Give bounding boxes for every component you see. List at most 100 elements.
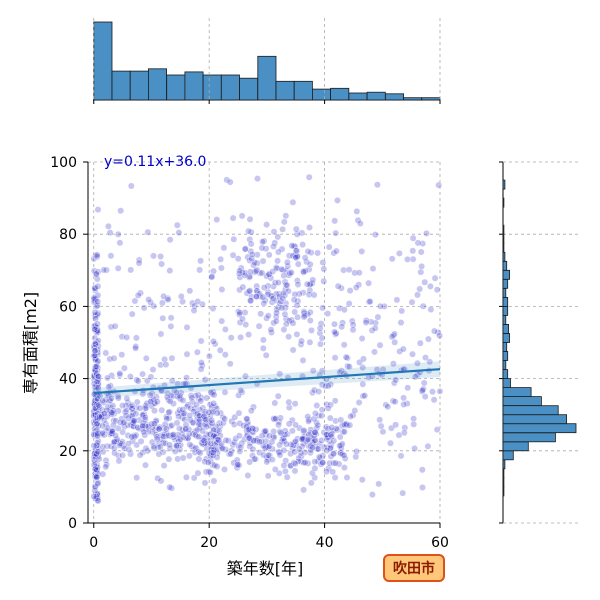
scatter-point [91, 465, 99, 473]
scatter-point [269, 268, 277, 275]
scatter-point [319, 452, 327, 459]
scatter-point [153, 435, 161, 443]
scatter-point [197, 359, 205, 366]
scatter-point [270, 243, 277, 250]
scatter-point [377, 422, 385, 430]
scatter-point [94, 206, 102, 214]
scatter-point [281, 310, 289, 318]
scatter-point [153, 433, 161, 441]
scatter-point [433, 426, 441, 433]
scatter-point [123, 333, 131, 341]
scatter-point [414, 239, 422, 247]
scatter-point [418, 466, 426, 474]
scatter-point [285, 333, 292, 341]
scatter-point [356, 220, 364, 227]
scatter-point [217, 409, 225, 417]
scatter-point [250, 437, 258, 444]
scatter-point [92, 315, 100, 323]
scatter-point [119, 451, 127, 459]
scatter-point [148, 423, 156, 431]
scatter-point [163, 415, 171, 423]
scatter-point [186, 416, 194, 424]
scatter-point [265, 251, 273, 259]
scatter-point [236, 419, 244, 427]
scatter-point [100, 399, 108, 406]
scatter-point [127, 266, 135, 274]
scatter-point [208, 273, 216, 281]
top-hist-bar [384, 93, 404, 101]
scatter-point [158, 406, 166, 414]
x-tick-label: 0 [89, 535, 98, 551]
scatter-point [374, 313, 382, 321]
right-hist-bar [502, 305, 509, 316]
scatter-point [157, 477, 165, 485]
scatter-point [292, 247, 300, 255]
scatter-point [434, 328, 442, 336]
scatter-point [416, 285, 424, 293]
scatter-point [387, 424, 395, 432]
scatter-point [166, 441, 174, 449]
scatter-point [328, 424, 336, 431]
top-hist-bar [166, 74, 186, 101]
scatter-point [246, 257, 254, 264]
regression-line [93, 368, 441, 395]
scatter-point [160, 462, 168, 469]
scatter-point [418, 388, 426, 395]
scatter-point [410, 420, 418, 428]
scatter-point [166, 267, 174, 274]
x-axis-label: 築年数[年] [227, 559, 304, 578]
scatter-point [361, 392, 369, 399]
scatter-point [130, 417, 138, 425]
scatter-point [433, 286, 441, 294]
scatter-point [130, 432, 138, 439]
scatter-point [355, 269, 363, 277]
scatter-point [280, 462, 288, 469]
scatter-point [340, 464, 348, 471]
scatter-point [376, 416, 384, 424]
scatter-point [99, 470, 107, 478]
scatter-point [197, 365, 205, 373]
scatter-point [287, 269, 295, 276]
scatter-point [387, 439, 394, 447]
scatter-point [336, 433, 344, 441]
scatter-point [173, 442, 180, 450]
scatter-point [196, 449, 204, 457]
scatter-point [346, 421, 354, 429]
scatter-point [294, 297, 302, 305]
scatter-point [129, 422, 137, 430]
scatter-point [92, 340, 99, 348]
scatter-point [96, 413, 104, 421]
scatter-point [334, 282, 342, 290]
scatter-point [335, 460, 343, 468]
scatter-point [291, 467, 299, 475]
scatter-point [311, 437, 319, 445]
scatter-point [281, 467, 289, 475]
scatter-point [213, 453, 221, 461]
scatter-point [274, 392, 282, 400]
scatter-point [279, 225, 286, 233]
scatter-point [167, 322, 175, 330]
scatter-point [300, 309, 308, 317]
scatter-point [174, 455, 182, 463]
scatter-point [417, 248, 425, 256]
scatter-point [94, 346, 102, 354]
right-hist-bar [502, 459, 506, 470]
scatter-point [300, 428, 307, 435]
scatter-point [90, 442, 98, 450]
scatter-point [159, 448, 167, 456]
scatter-point [309, 276, 317, 284]
scatter-point [93, 395, 101, 402]
scatter-point [250, 425, 258, 433]
scatter-point [430, 396, 438, 404]
scatter-point [236, 309, 244, 317]
right-hist-bar [502, 486, 505, 497]
scatter-points [90, 173, 444, 505]
scatter-point [95, 455, 103, 463]
scatter-point [311, 409, 319, 417]
scatter-point [300, 426, 308, 434]
scatter-point [290, 459, 298, 467]
scatter-point [90, 294, 98, 302]
scatter-point [209, 337, 217, 345]
scatter-point [288, 242, 296, 250]
y-tick-label: 80 [59, 227, 77, 243]
